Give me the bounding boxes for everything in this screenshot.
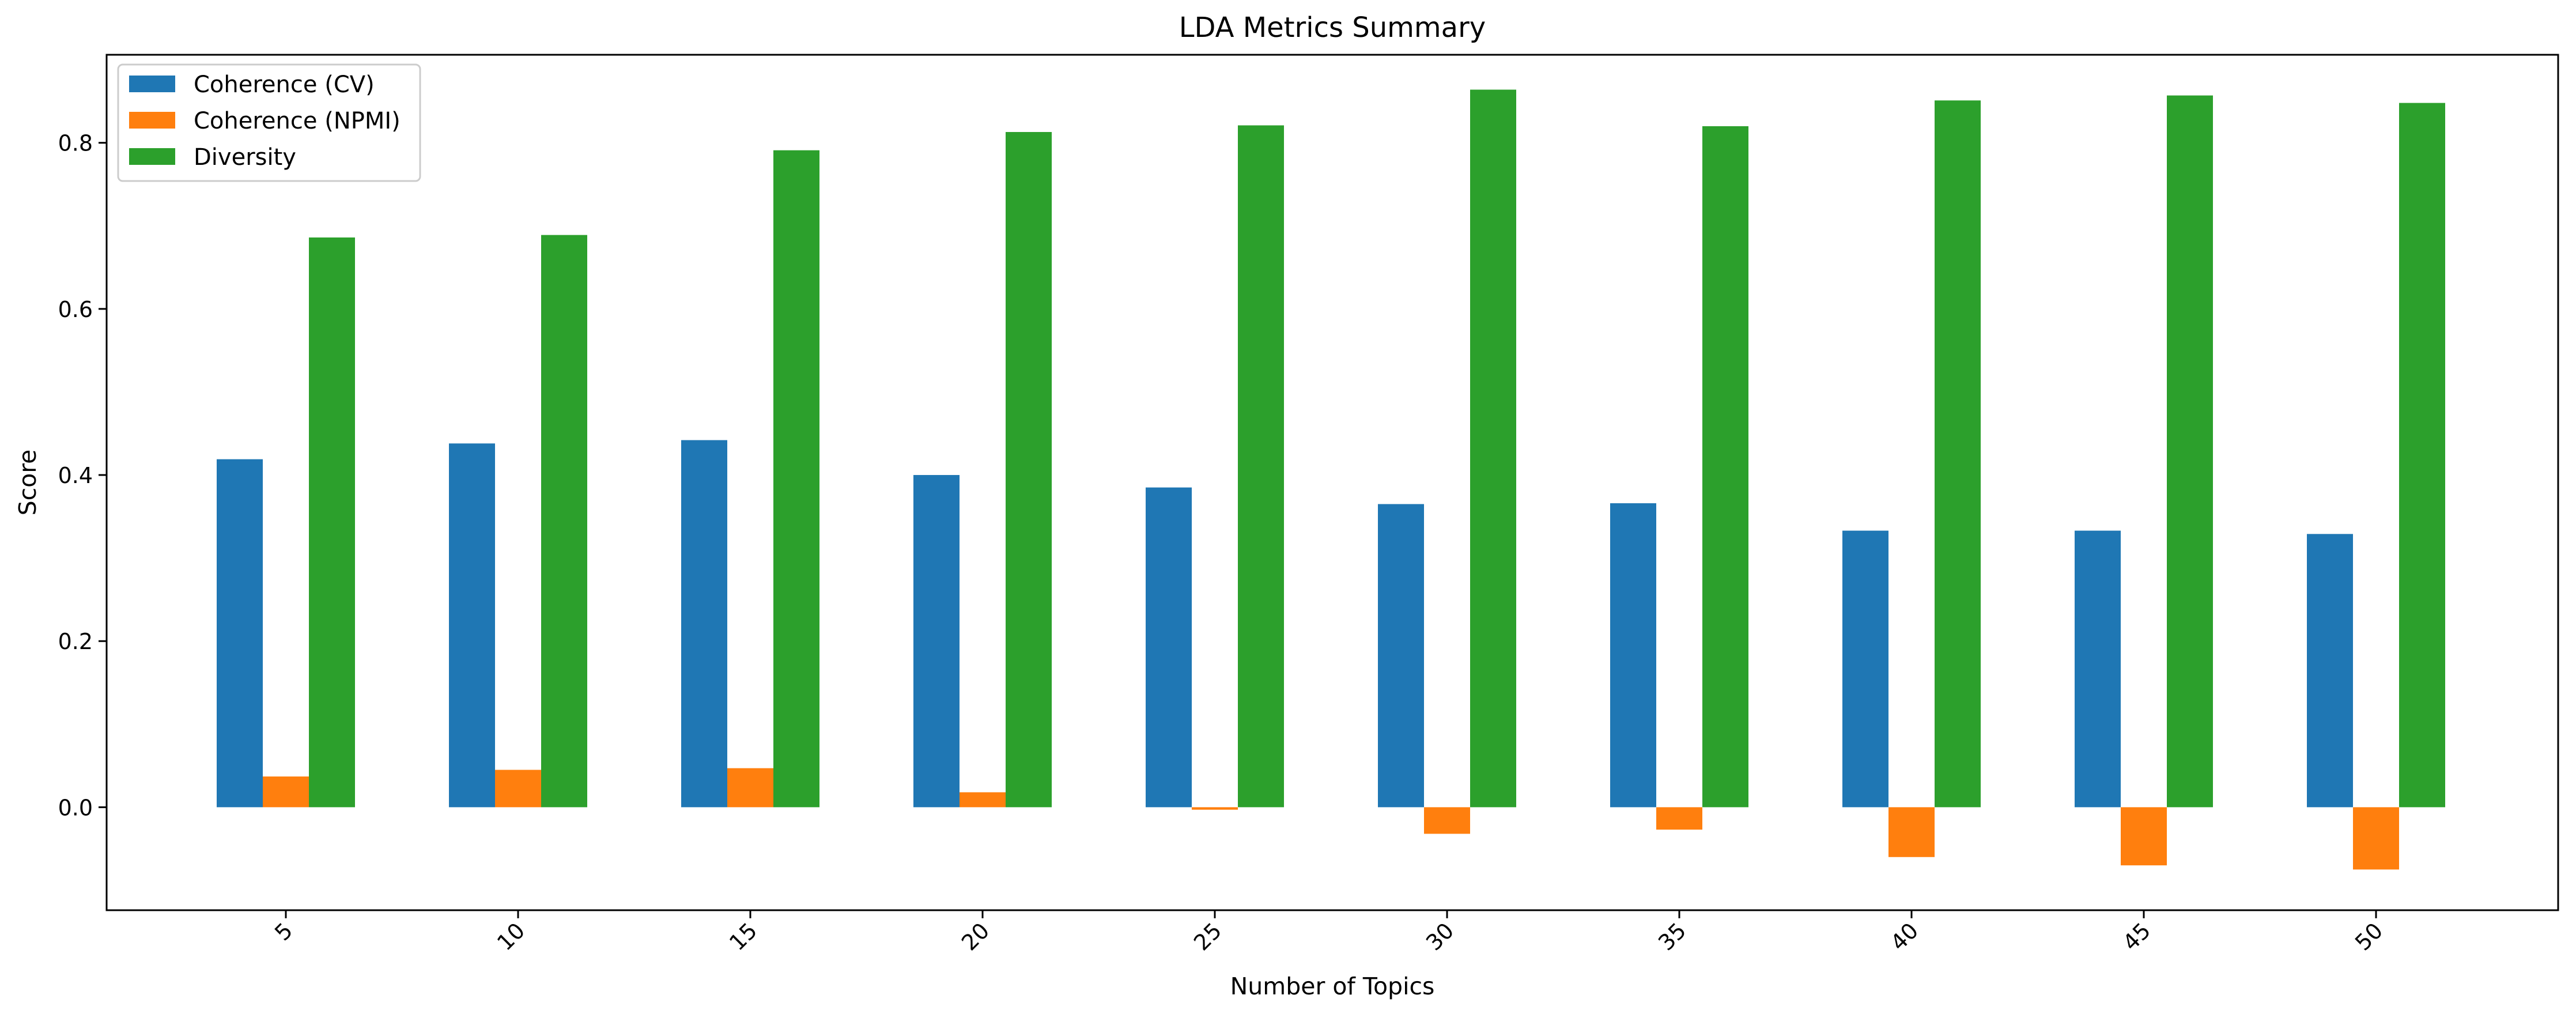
bar-diversity-45: [2167, 95, 2213, 808]
y-axis-label: Score: [14, 450, 41, 516]
bar-coherence-npmi-50: [2353, 807, 2399, 870]
bar-coherence-cv-40: [1842, 530, 1888, 808]
legend-swatch: [129, 148, 175, 165]
bar-coherence-cv-25: [1146, 487, 1192, 808]
bar-coherence-npmi-20: [960, 792, 1006, 808]
y-tick-label: 0.6: [58, 297, 93, 322]
y-tick-label: 0.4: [58, 463, 93, 488]
legend: Coherence (CV) Coherence (NPMI) Diversity: [117, 63, 421, 182]
bar-coherence-npmi-15: [727, 768, 773, 808]
bar-coherence-cv-35: [1610, 503, 1656, 808]
bar-coherence-cv-50: [2307, 534, 2353, 808]
bars-layer: [217, 89, 2445, 870]
bar-coherence-cv-5: [217, 459, 263, 808]
bar-coherence-npmi-10: [495, 770, 541, 808]
bar-diversity-25: [1238, 125, 1284, 808]
bar-diversity-10: [541, 235, 587, 808]
bar-diversity-5: [309, 237, 355, 808]
bar-coherence-npmi-5: [263, 776, 309, 808]
bar-coherence-npmi-45: [2121, 807, 2167, 866]
chart-title: LDA Metrics Summary: [1179, 12, 1486, 44]
bar-coherence-cv-20: [913, 475, 960, 808]
plot-frame: [105, 54, 2559, 911]
bar-coherence-cv-10: [449, 443, 495, 808]
legend-label: Coherence (CV): [194, 71, 375, 98]
y-tick-label: 0.0: [58, 795, 93, 820]
bar-coherence-npmi-25: [1192, 807, 1238, 810]
y-axis: 0.0 0.2 0.4 0.6 0.8: [58, 131, 107, 820]
legend-label: Diversity: [194, 144, 296, 171]
bar-coherence-npmi-30: [1424, 807, 1470, 834]
bar-diversity-40: [1935, 100, 1981, 808]
y-tick-label: 0.8: [58, 131, 93, 156]
legend-frame: [117, 63, 421, 182]
bar-diversity-35: [1702, 126, 1748, 808]
x-axis-label: Number of Topics: [1230, 972, 1435, 1000]
bar-coherence-cv-15: [681, 440, 727, 808]
legend-swatch: [129, 112, 175, 129]
bar-diversity-20: [1006, 131, 1052, 808]
bar-diversity-50: [2399, 103, 2445, 808]
bar-diversity-15: [773, 150, 819, 808]
bar-coherence-cv-30: [1378, 504, 1424, 808]
legend-label: Coherence (NPMI): [194, 108, 401, 134]
bar-coherence-cv-45: [2075, 530, 2121, 808]
bar-diversity-30: [1470, 89, 1516, 808]
y-tick-label: 0.2: [58, 629, 93, 654]
legend-swatch: [129, 76, 175, 92]
bar-coherence-npmi-40: [1888, 807, 1935, 857]
bar-coherence-npmi-35: [1656, 807, 1702, 830]
